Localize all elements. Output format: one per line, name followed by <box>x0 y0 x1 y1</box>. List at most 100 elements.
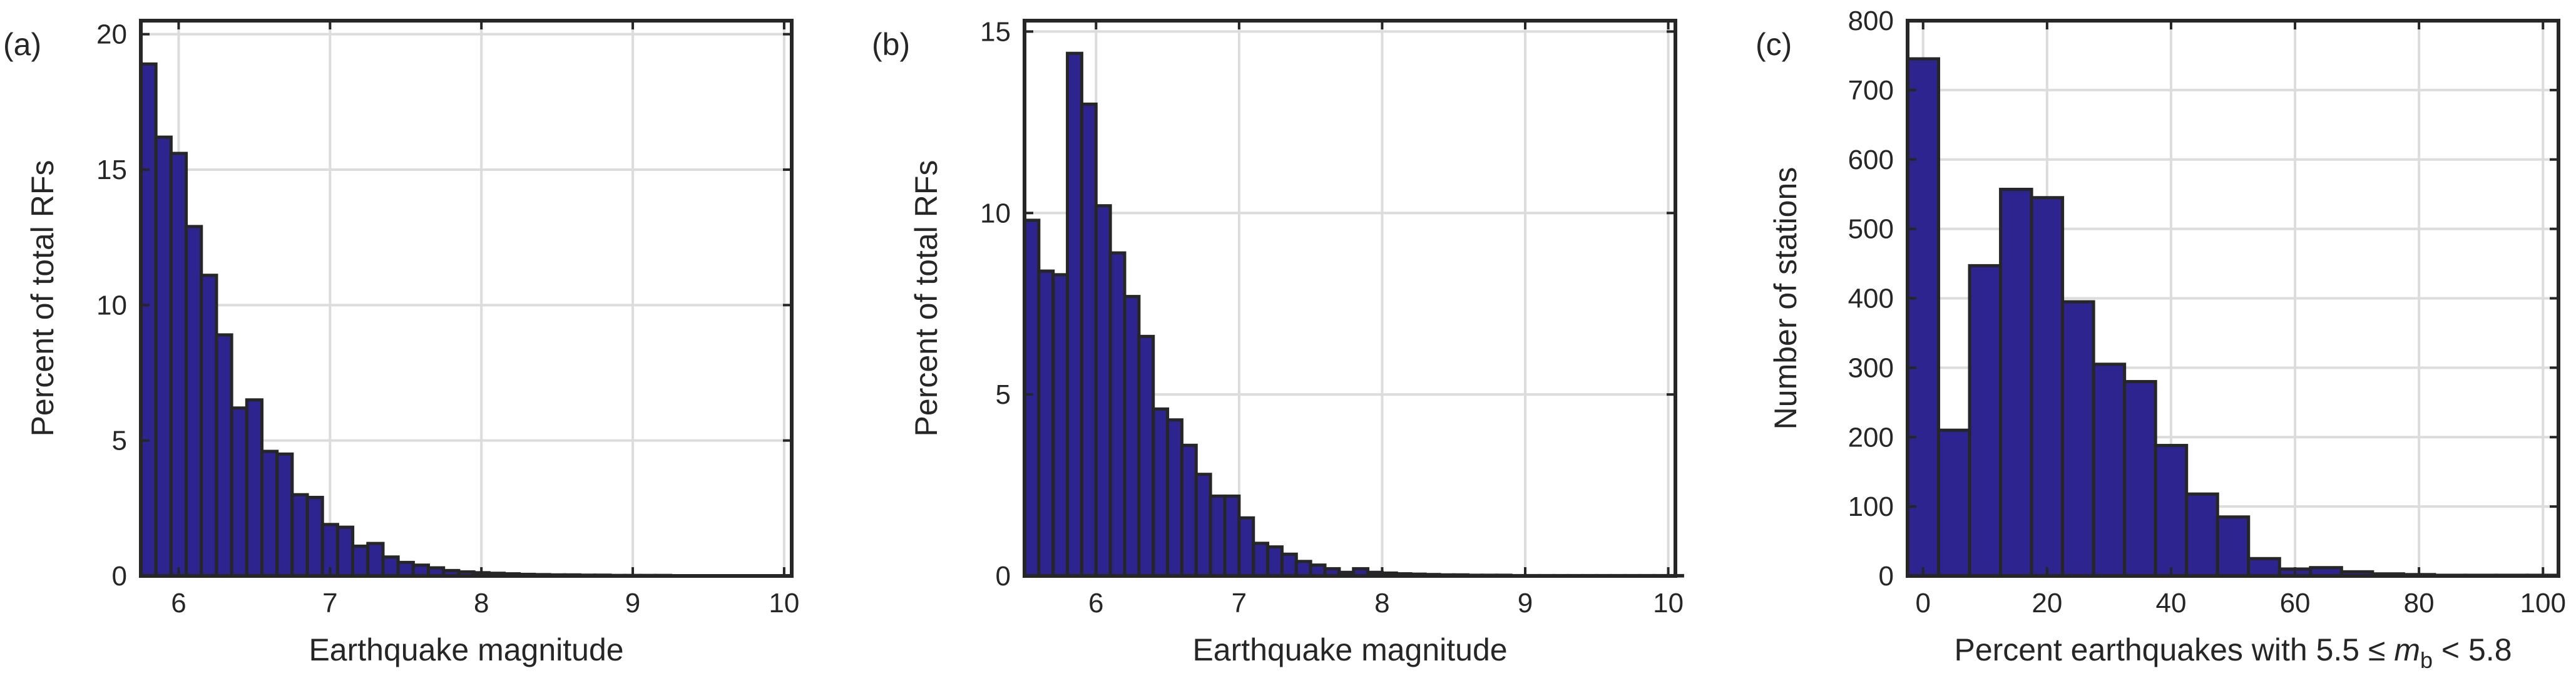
histogram-bar <box>290 493 309 578</box>
histogram-bar <box>1968 264 2003 578</box>
y-axis-label: Percent of total RFs <box>909 160 944 437</box>
histogram-bar <box>2216 515 2251 578</box>
histogram-bar <box>1223 494 1241 578</box>
axes-frame <box>139 19 794 578</box>
x-tick-label: 60 <box>2280 588 2311 619</box>
x-tick-label: 7 <box>1232 588 1247 619</box>
histogram-bar <box>1237 516 1255 578</box>
x-tick-label: 10 <box>1653 588 1684 619</box>
y-tick-label: 0 <box>996 561 1011 592</box>
histogram-bar <box>1123 295 1141 578</box>
y-axis-label: Number of stations <box>1768 167 1803 430</box>
histogram-bar <box>1108 251 1127 578</box>
y-tick-label: 5 <box>112 426 127 456</box>
x-tick-label: 40 <box>2155 588 2186 619</box>
y-tick-label: 0 <box>1879 561 1894 592</box>
histogram-bar <box>1209 494 1227 578</box>
x-axis-label-part <box>2385 632 2394 667</box>
histogram-bar <box>2092 362 2127 578</box>
histogram-bar <box>2061 300 2095 578</box>
histogram-bar <box>245 398 263 578</box>
histogram-bar <box>1094 204 1112 578</box>
histogram-bar <box>2154 444 2189 578</box>
x-axis-label-part: b <box>2420 647 2433 673</box>
histogram-bar <box>1280 552 1298 578</box>
y-axis-label: Percent of total RFs <box>25 160 60 437</box>
panel-3: 0 20 40 60 80 100 0 100 200 300 400 500 600 700 800 (c)… <box>1756 6 2566 673</box>
x-tick-label: 7 <box>322 588 337 619</box>
panel-label: (b) <box>872 27 910 62</box>
histogram-bar <box>335 525 355 578</box>
histogram-bar <box>154 135 173 578</box>
histogram-bar <box>1937 428 1971 578</box>
x-axis-label-part: m <box>2394 632 2420 667</box>
x-tick-label: 6 <box>1088 588 1103 619</box>
histogram-bar <box>1051 273 1070 578</box>
y-tick-label: 600 <box>1848 145 1894 175</box>
histogram-bar <box>1037 269 1055 578</box>
histogram-bar <box>275 452 294 578</box>
histogram-bar <box>1266 545 1284 578</box>
y-tick-label: 0 <box>112 561 127 592</box>
histogram-bar <box>351 544 370 578</box>
histogram-bar <box>305 496 324 578</box>
y-tick-label: 500 <box>1848 214 1894 245</box>
y-tick-label: 10 <box>96 290 127 321</box>
y-tick-label: 15 <box>96 155 127 185</box>
histogram-bar <box>139 62 158 578</box>
x-axis-label: Percent earthquakes with 5.5 ≤ mb < 5.8 <box>1954 632 2512 673</box>
histogram-bar <box>1080 102 1098 578</box>
x-tick-label: 9 <box>625 588 640 619</box>
histogram-bar <box>200 274 218 578</box>
axes-frame <box>1023 19 1677 578</box>
histogram-bar <box>1194 473 1212 578</box>
histogram-bar <box>1166 418 1183 578</box>
x-tick-label: 0 <box>1916 588 1931 619</box>
x-tick-label: 100 <box>2520 588 2566 619</box>
histogram-bar <box>169 151 188 578</box>
y-tick-label: 5 <box>996 379 1011 410</box>
x-tick-label: 8 <box>474 588 489 619</box>
histogram-bar <box>2030 196 2065 578</box>
histogram-bar <box>215 333 233 578</box>
histogram-bar <box>1906 57 1941 578</box>
histogram-bar <box>1023 218 1041 578</box>
y-tick-label: 400 <box>1848 284 1894 314</box>
histogram-bar <box>1294 560 1312 578</box>
y-tick-label: 300 <box>1848 352 1894 383</box>
histogram-bar <box>2247 557 2281 578</box>
y-tick-label: 20 <box>96 19 127 50</box>
x-axis-label: Earthquake magnitude <box>1192 632 1507 667</box>
x-tick-label: 20 <box>2032 588 2062 619</box>
y-tick-label: 200 <box>1848 422 1894 453</box>
histogram-bar <box>2123 380 2157 578</box>
x-tick-label: 6 <box>171 588 186 619</box>
y-tick-label: 800 <box>1848 6 1894 36</box>
panel-1: 6 7 8 9 10 0 5 10 15 20 (a) Percent of total RFs Ear… <box>3 19 799 667</box>
histogram-bar <box>260 449 279 578</box>
histogram-bar <box>396 560 415 578</box>
histogram-bar <box>185 225 203 578</box>
x-tick-label: 9 <box>1518 588 1533 619</box>
y-tick-label: 100 <box>1848 491 1894 522</box>
x-tick-label: 8 <box>1374 588 1389 619</box>
histogram-bar <box>1137 334 1155 578</box>
histogram-bar <box>1066 51 1083 578</box>
x-axis-label-part: < 5.8 <box>2433 632 2512 667</box>
histogram-bar <box>1152 407 1170 578</box>
histogram-bar <box>1252 542 1270 578</box>
panel-2: 6 7 8 9 10 0 5 10 15 (b) Percent of total RFs Earth… <box>872 16 1684 667</box>
panel-label: (c) <box>1756 27 1792 62</box>
histogram-bar <box>1180 443 1198 578</box>
x-tick-label: 80 <box>2404 588 2435 619</box>
y-tick-label: 700 <box>1848 75 1894 106</box>
y-tick-label: 15 <box>980 16 1011 47</box>
histogram-bar <box>230 406 248 578</box>
panel-label: (a) <box>3 27 41 62</box>
histogram-bar <box>381 555 400 578</box>
x-axis-label: Earthquake magnitude <box>309 632 623 667</box>
histogram-bar <box>1999 187 2033 578</box>
y-tick-label: 10 <box>980 198 1011 229</box>
histogram-bar <box>366 542 385 578</box>
